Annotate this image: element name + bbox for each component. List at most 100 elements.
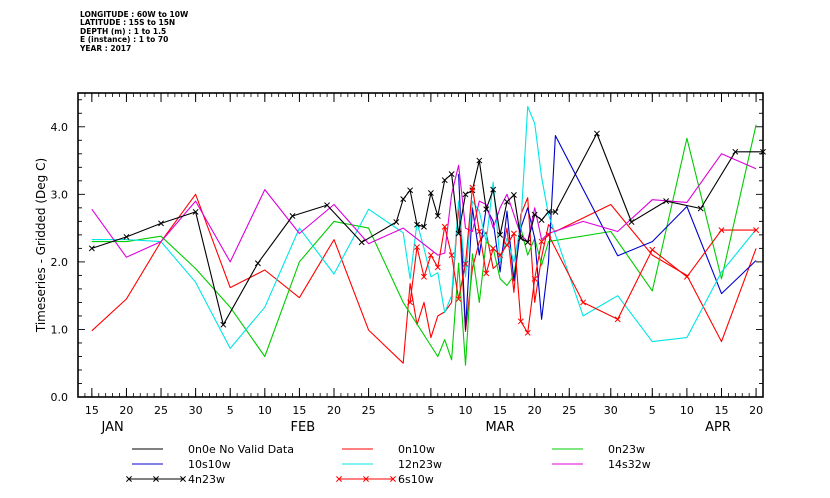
month-label: JAN <box>100 420 123 435</box>
data-point-marker <box>683 273 690 280</box>
series-10s10w <box>458 135 757 330</box>
plot-frame <box>77 92 764 398</box>
series-4n23w <box>88 130 766 328</box>
x-tick-label: 10 <box>258 404 272 417</box>
data-point-marker <box>580 299 587 306</box>
x-tick-label: 25 <box>562 404 576 417</box>
series-line <box>91 132 763 326</box>
x-tick-label: 20 <box>528 404 542 417</box>
data-point-marker <box>407 187 414 194</box>
x-tick-label: 10 <box>458 404 472 417</box>
data-point-marker <box>545 208 552 215</box>
y-axis-label: Timeseries - Gridded (Deg C) <box>34 158 48 333</box>
data-point-marker <box>393 219 400 225</box>
legend-item: 10s10w <box>132 458 231 471</box>
legend-label: 0n23w <box>608 443 645 456</box>
x-tick-label: 5 <box>227 404 234 417</box>
data-point-marker <box>123 233 130 240</box>
data-point-marker <box>434 264 441 271</box>
meta-year: YEAR : 2017 <box>80 43 132 53</box>
legend-label: 6s10w <box>398 473 434 486</box>
data-point-marker <box>718 227 725 234</box>
data-point-marker <box>427 190 434 196</box>
y-tick-label: 0.0 <box>51 391 69 404</box>
x-tick-label: 20 <box>749 404 763 417</box>
data-point-marker <box>510 230 517 237</box>
legend: 0n0e No Valid Data 0n10w 0n23w 10s10w 12n23w… <box>126 443 651 486</box>
data-point-marker <box>531 211 538 218</box>
data-point-marker <box>469 184 476 191</box>
data-point-marker <box>455 296 462 302</box>
data-point-marker <box>434 212 441 219</box>
data-point-marker <box>220 321 227 328</box>
series-line <box>91 193 757 364</box>
x-tick-label: 30 <box>189 404 203 417</box>
data-point-marker <box>414 244 420 250</box>
data-point-marker <box>336 476 342 482</box>
y-tick-label: 3.0 <box>51 188 69 201</box>
data-point-marker <box>88 245 95 252</box>
data-point-marker <box>462 260 469 267</box>
legend-item: 14s32w <box>552 458 651 471</box>
data-point-marker <box>483 206 490 213</box>
data-point-marker <box>517 235 524 242</box>
data-point-marker <box>697 205 704 212</box>
x-tick-label: 25 <box>154 404 168 417</box>
series-6s10w <box>407 184 760 336</box>
data-point-marker <box>407 299 414 306</box>
series-line <box>91 153 757 263</box>
data-point-marker <box>126 476 132 482</box>
month-label: APR <box>705 420 731 435</box>
data-point-marker <box>441 177 448 184</box>
x-tick-label: 15 <box>714 404 728 417</box>
data-point-marker <box>448 171 455 178</box>
legend-item: 6s10w <box>336 473 434 486</box>
series-0n10w <box>91 193 757 364</box>
data-point-marker <box>753 227 760 234</box>
data-point-marker <box>358 239 365 246</box>
data-point-marker <box>476 157 483 164</box>
y-tick-label: 2.0 <box>51 256 69 269</box>
data-point-marker <box>614 316 621 323</box>
data-point-marker <box>192 208 199 215</box>
dataset-metadata: LONGITUDE : 60W to 10W LATITUDE : 15S to… <box>80 10 189 53</box>
legend-label: 10s10w <box>188 458 231 471</box>
x-tick-label: 20 <box>119 404 133 417</box>
data-point-marker <box>390 476 396 482</box>
data-point-marker <box>462 191 469 198</box>
series-14s32w <box>91 153 757 263</box>
data-point-marker <box>153 476 159 482</box>
data-point-marker <box>254 260 261 267</box>
series-12n23w <box>91 105 757 349</box>
legend-label: 12n23w <box>398 458 442 471</box>
series-0n23w <box>91 124 757 366</box>
data-point-marker <box>538 217 545 223</box>
data-point-marker <box>531 275 538 282</box>
x-tick-label: 5 <box>649 404 656 417</box>
series-line <box>458 135 757 330</box>
legend-item: 0n10w <box>342 443 435 456</box>
data-point-marker <box>593 130 600 137</box>
data-point-marker <box>524 239 531 246</box>
data-point-marker <box>545 231 552 238</box>
x-tick-label: 15 <box>493 404 507 417</box>
legend-label: 14s32w <box>608 458 651 471</box>
data-point-marker <box>504 198 510 205</box>
data-point-marker <box>760 148 766 155</box>
data-point-marker <box>552 208 559 215</box>
legend-item: 12n23w <box>342 458 442 471</box>
data-point-marker <box>649 246 656 253</box>
x-tick-label: 15 <box>85 404 99 417</box>
data-point-marker <box>628 219 635 225</box>
data-point-marker <box>504 242 510 248</box>
x-tick-label: 30 <box>604 404 618 417</box>
meta-depth: DEPTH (m) : 1 to 1.5 <box>80 26 167 36</box>
data-point-marker <box>441 223 448 230</box>
data-point-marker <box>524 329 531 336</box>
data-point-marker <box>289 212 296 219</box>
meta-longitude: LONGITUDE : 60W to 10W <box>80 10 189 19</box>
data-point-marker <box>400 196 407 203</box>
data-point-marker <box>517 318 524 325</box>
data-point-marker <box>180 476 186 482</box>
